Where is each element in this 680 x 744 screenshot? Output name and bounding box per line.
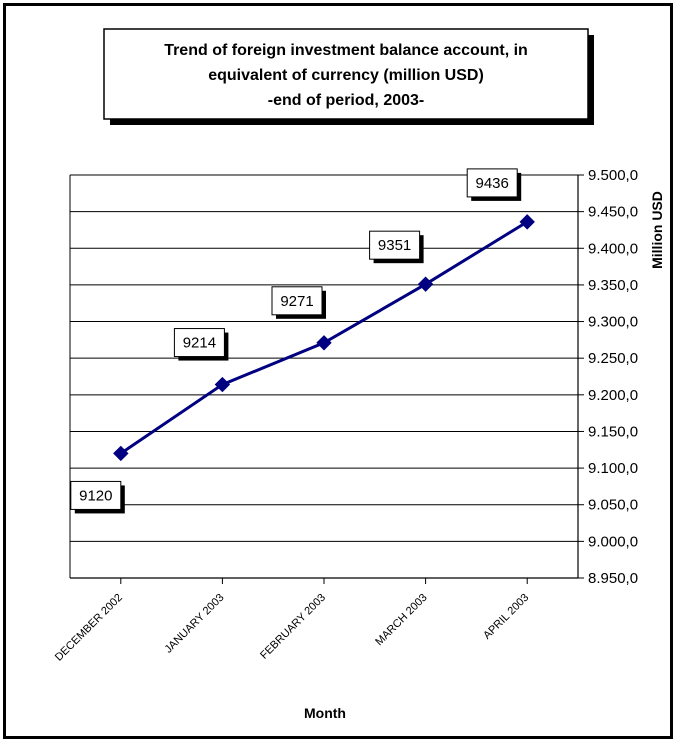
data-label-box <box>271 286 323 316</box>
x-tick-label: MARCH 2003 <box>373 592 429 648</box>
data-label: 9120 <box>79 487 112 504</box>
chart-title-line-1: Trend of foreign investment balance acco… <box>164 42 528 59</box>
y-axis-title: Million USD <box>649 191 665 269</box>
y-tick-label: 9.250,0 <box>588 350 638 367</box>
plot-area: 8.950,0 9.000,0 9.050,0 9.100,0 9.150,0 9.200… <box>53 167 638 664</box>
data-label-box <box>173 328 225 358</box>
data-label-box <box>369 230 421 260</box>
x-tick-label: APRIL 2003 <box>481 592 531 642</box>
y-tick-label: 9.100,0 <box>588 460 638 477</box>
data-label-box <box>466 168 518 198</box>
y-tick-label: 9.050,0 <box>588 497 638 514</box>
x-tick-label: JANUARY 2003 <box>163 592 227 656</box>
chart-title-line-2: equivalent of currency (million USD) <box>208 67 484 84</box>
data-point-marker <box>214 376 231 393</box>
x-axis-title: Month <box>304 705 346 721</box>
plot-background <box>70 175 578 578</box>
data-label-box <box>70 480 122 510</box>
x-tick-label: DECEMBER 2002 <box>53 592 125 664</box>
y-tick-label: 9.350,0 <box>588 277 638 294</box>
title-box <box>103 28 589 120</box>
y-tick-label: 9.450,0 <box>588 204 638 221</box>
y-tick-label: 8.950,0 <box>588 570 638 587</box>
y-tick-label: 9.150,0 <box>588 423 638 440</box>
y-tick-label: 9.400,0 <box>588 240 638 257</box>
data-point-marker <box>113 445 129 462</box>
y-tick-label: 9.300,0 <box>588 314 638 331</box>
data-point-marker <box>316 335 332 351</box>
data-label: 9271 <box>280 293 313 310</box>
data-point-marker <box>519 214 535 230</box>
x-tick-label: FEBRUARY 2003 <box>258 592 328 662</box>
data-point-marker <box>417 276 434 292</box>
y-tick-label: 9.500,0 <box>588 167 638 184</box>
data-label: 9214 <box>183 335 216 352</box>
chart-title-line-3: -end of period, 2003- <box>268 92 424 109</box>
y-tick-label: 9.000,0 <box>588 533 638 550</box>
data-label: 9351 <box>378 237 411 254</box>
data-label: 9436 <box>476 175 509 192</box>
y-tick-label: 9.200,0 <box>588 387 638 404</box>
